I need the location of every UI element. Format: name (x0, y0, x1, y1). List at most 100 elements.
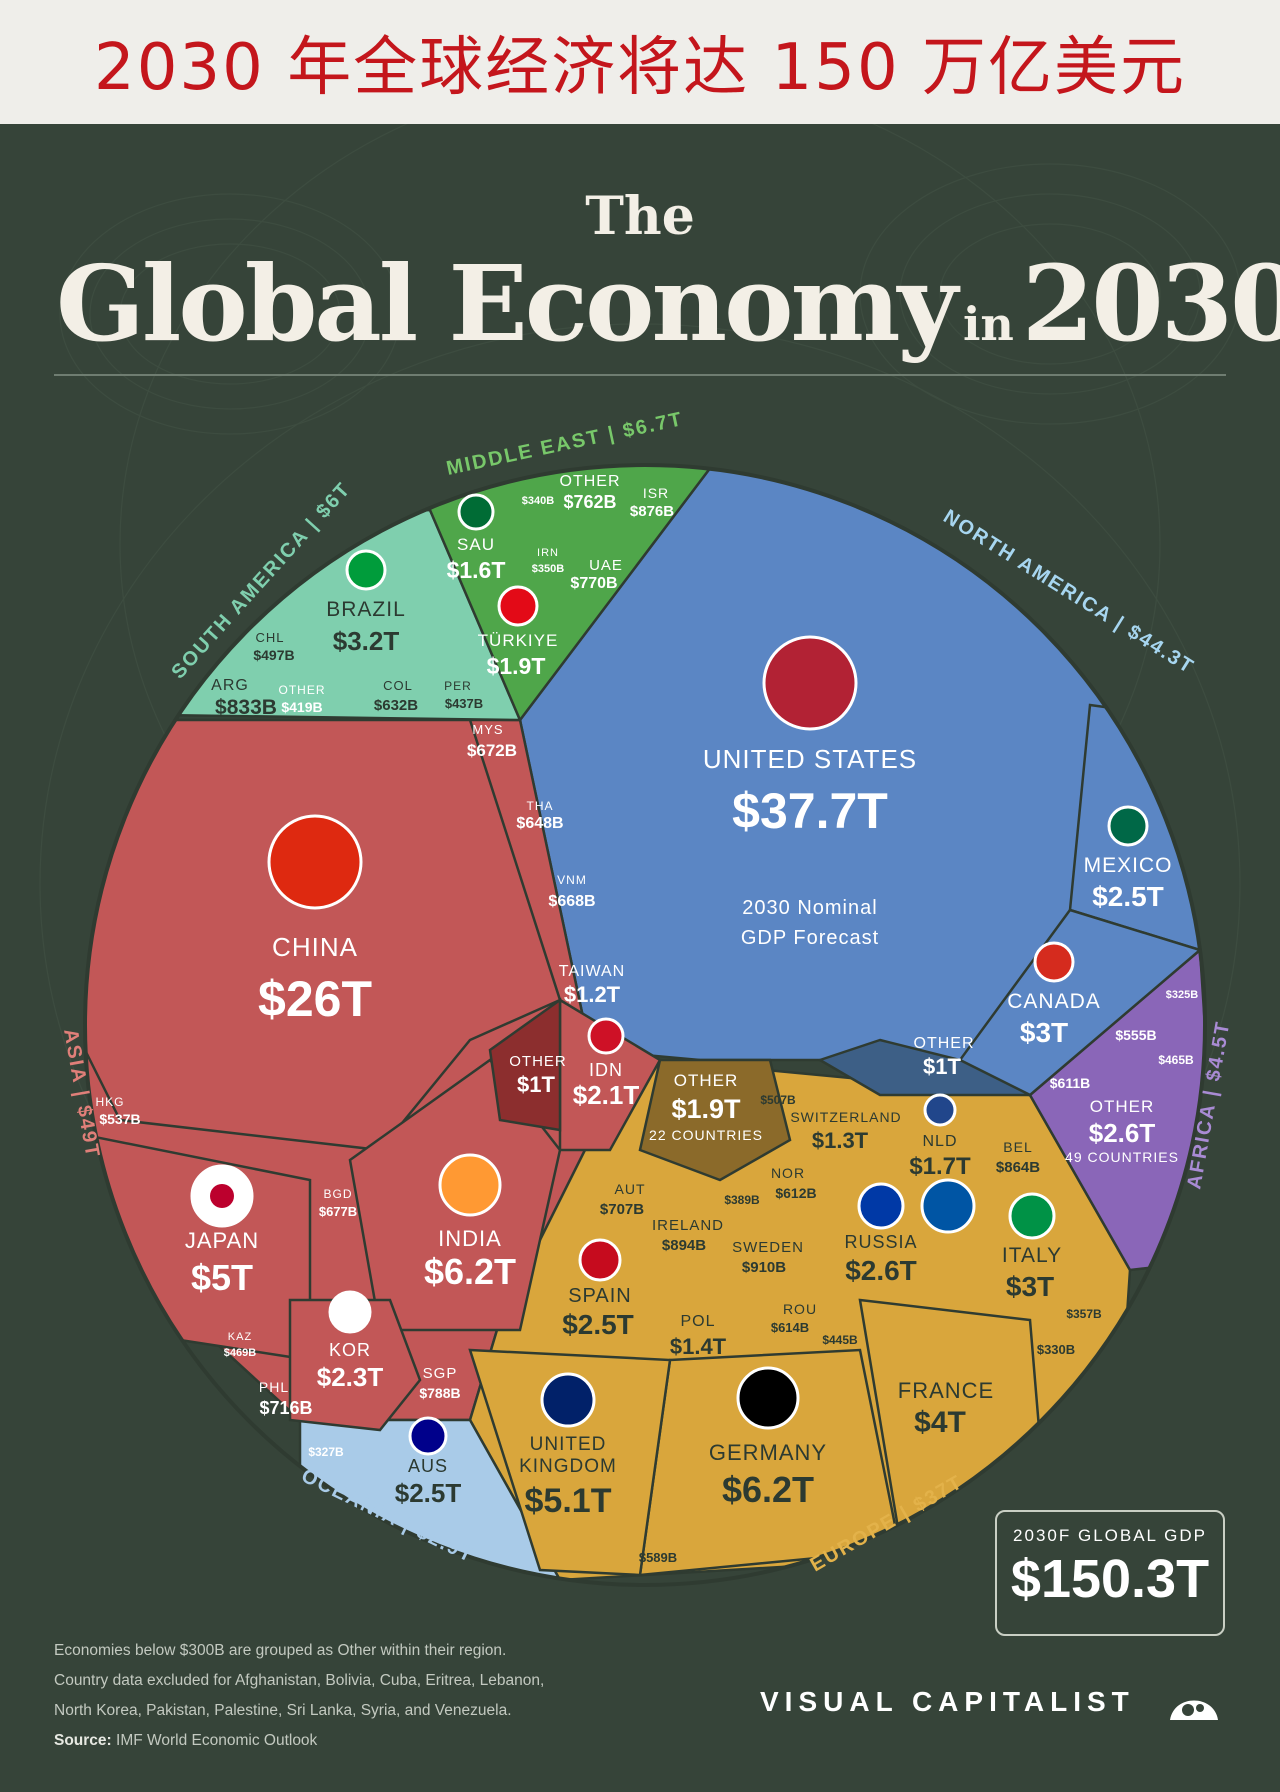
germany-value: $6.2T (722, 1469, 814, 1510)
pol-name: POL (680, 1313, 715, 1330)
nor-name: NOR (771, 1165, 805, 1181)
aus-name: AUS (408, 1456, 448, 1476)
idn-value: $2.1T (573, 1080, 640, 1110)
india-flag-icon (438, 1153, 502, 1217)
turkiye-value: $1.9T (487, 653, 546, 679)
china-flag-icon (267, 814, 363, 910)
mys-value: $672B (467, 741, 517, 760)
kor-name: KOR (329, 1340, 371, 1360)
sau-value: $1.6T (447, 557, 506, 583)
cell-uk-shape (468, 1348, 672, 1577)
eu-other-value: $1.9T (671, 1094, 741, 1124)
china-value: $26T (258, 971, 372, 1027)
mys-name: MYS (472, 722, 503, 737)
source-value: IMF World Economic Outlook (116, 1732, 318, 1749)
eu-other-name: OTHER (674, 1071, 739, 1090)
sweden-name: SWEDEN (732, 1239, 804, 1256)
usa-value: $37.7T (732, 783, 888, 839)
italy-flag-icon (1008, 1192, 1056, 1240)
nor-value: $612B (775, 1185, 816, 1201)
footnote-line3: North Korea, Pakistan, Palestine, Sri La… (54, 1702, 512, 1719)
footnote-line2: Country data excluded for Afghanistan, B… (54, 1672, 545, 1689)
col-value: $632B (374, 697, 418, 714)
title-divider (54, 374, 1226, 376)
banner-text: 2030 年全球经济将达 150 万亿美元 (93, 31, 1187, 105)
asia-other-value: $1T (517, 1072, 555, 1097)
mexico-value: $2.5T (1092, 881, 1164, 912)
italy-value: $3T (1006, 1271, 1054, 1302)
grc-value: $357B (1066, 1307, 1102, 1321)
isr-value: $876B (630, 503, 674, 520)
me-small-value: $340B (522, 495, 554, 507)
mexico-flag-icon (1107, 805, 1149, 847)
mexico-name: MEXICO (1084, 854, 1173, 877)
global-gdp-label: 2030F GLOBAL GDP (1013, 1526, 1207, 1545)
spain-value: $2.5T (562, 1309, 634, 1340)
taiwan-value: $1.2T (564, 982, 621, 1007)
zaf-value: $555B (1115, 1027, 1156, 1043)
spain-name: SPAIN (568, 1285, 632, 1307)
uk-name-line1: UNITED (530, 1434, 607, 1455)
kaz-value: $469B (224, 1347, 256, 1359)
china-name: CHINA (272, 932, 358, 962)
na-other-value: $1T (923, 1054, 961, 1079)
france-flag-icon (920, 1178, 976, 1234)
global-gdp-box: 2030F GLOBAL GDP $150.3T (995, 1510, 1225, 1636)
title-global-economy: Global Economy (56, 242, 958, 365)
sweden-value: $910B (742, 1259, 786, 1276)
aut-value: $707B (600, 1201, 644, 1218)
indonesia-flag-icon (587, 1017, 625, 1055)
hkg-name: HKG (95, 1095, 124, 1109)
per-value: $437B (445, 696, 483, 711)
australia-flag-icon (408, 1416, 448, 1456)
kaz-name: KAZ (228, 1331, 252, 1343)
brazil-value: $3.2T (333, 626, 400, 656)
uk-name-line2: KINGDOM (519, 1456, 617, 1477)
cze-value: $507B (760, 1093, 796, 1107)
cell-na-other-shape (816, 1038, 1031, 1097)
africa-other-sub: 49 COUNTRIES (1065, 1149, 1179, 1165)
sau-name: SAU (457, 535, 495, 554)
usa-flag-icon (762, 635, 858, 731)
vnm-name: VNM (557, 873, 587, 887)
kor-value: $2.3T (317, 1362, 384, 1392)
india-value: $6.2T (424, 1251, 516, 1292)
japan-value: $5T (191, 1257, 253, 1298)
prt-value: $445B (822, 1333, 858, 1347)
usa-name: UNITED STATES (703, 744, 917, 774)
global-gdp-value: $150.3T (1010, 1549, 1210, 1609)
footnote-source: Source: IMF World Economic Outlook (54, 1726, 614, 1756)
bel-value: $864B (996, 1159, 1040, 1176)
usa-note-line2: GDP Forecast (741, 927, 879, 949)
chl-name: CHL (255, 630, 284, 645)
nga-value: $465B (1158, 1053, 1194, 1067)
turkiye-name: TÜRKIYE (478, 631, 559, 650)
sgp-name: SGP (423, 1365, 458, 1382)
canada-value: $3T (1020, 1017, 1068, 1048)
russia-flag-icon (857, 1182, 905, 1230)
dnk-value: $589B (639, 1550, 677, 1565)
hkg-value: $537B (99, 1111, 140, 1127)
cell-eu-other-shape (638, 1058, 792, 1182)
aut-name: AUT (615, 1181, 646, 1197)
phl-name: PHL (259, 1379, 289, 1395)
cell-asia-other-shape (488, 997, 562, 1132)
egy-value: $611B (1050, 1075, 1090, 1091)
infographic-poster: The Global Economy in2030 (0, 124, 1280, 1792)
col-name: COL (383, 678, 413, 693)
footnote: Economies below $300B are grouped as Oth… (54, 1636, 614, 1756)
sa-other-value: $419B (281, 699, 322, 715)
brazil-flag-icon (345, 549, 387, 591)
brazil-name: BRAZIL (326, 598, 406, 621)
title-main: Global Economy in2030 (56, 242, 1280, 365)
sgp-value: $788B (419, 1385, 460, 1401)
dza-value: $325B (1166, 989, 1198, 1001)
arg-name: ARG (211, 677, 249, 694)
irn-name: IRN (537, 547, 559, 559)
switzerland-value: $1.3T (812, 1128, 869, 1153)
ireland-name: IRELAND (652, 1217, 724, 1234)
rou-name: ROU (783, 1301, 817, 1317)
taiwan-name: TAIWAN (559, 963, 625, 980)
africa-other-value: $2.6T (1089, 1118, 1156, 1148)
nld-name: NLD (922, 1133, 957, 1150)
